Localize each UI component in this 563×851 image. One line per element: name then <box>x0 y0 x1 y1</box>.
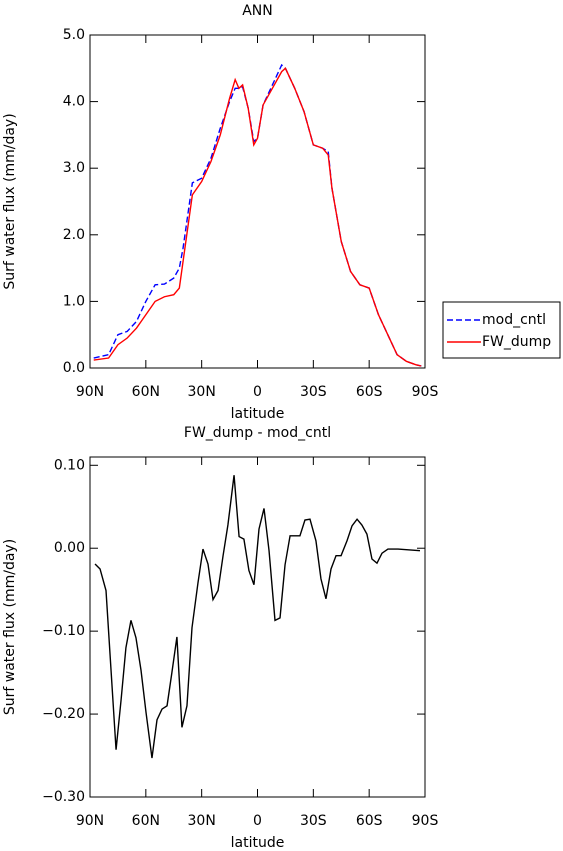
x-tick-label: 90N <box>76 384 104 400</box>
y-tick-label: −0.30 <box>42 789 85 805</box>
data-line <box>94 475 421 759</box>
x-tick-label: 30S <box>300 384 327 400</box>
x-tick-label: 0 <box>253 813 262 829</box>
y-tick-label: 5.0 <box>63 27 85 43</box>
x-tick-label: 30N <box>188 384 216 400</box>
plot-frame <box>89 456 426 798</box>
legend-label: mod_cntl <box>482 312 546 328</box>
y-tick-label: 3.0 <box>63 160 85 176</box>
chart-title: ANN <box>242 3 273 19</box>
y-axis-label: Surf water flux (mm/day) <box>2 539 18 715</box>
data-line <box>93 67 422 367</box>
y-tick-label: −0.20 <box>42 706 85 722</box>
x-tick-label: 60N <box>132 813 160 829</box>
plot-frame <box>89 34 426 369</box>
y-tick-label: 1.0 <box>63 293 85 309</box>
y-tick-label: 0.10 <box>54 457 85 473</box>
x-tick-label: 90N <box>76 813 104 829</box>
legend-label: FW_dump <box>482 334 551 350</box>
x-axis-label: latitude <box>231 835 285 851</box>
data-line <box>93 63 422 367</box>
y-tick-label: −0.10 <box>42 623 85 639</box>
x-tick-label: 90S <box>412 384 439 400</box>
x-tick-label: 60S <box>356 384 383 400</box>
y-tick-label: 2.0 <box>63 227 85 243</box>
x-tick-label: 30S <box>300 813 327 829</box>
legend-box <box>442 301 561 359</box>
y-tick-label: 4.0 <box>63 94 85 110</box>
chart-title: FW_dump - mod_cntl <box>184 425 331 441</box>
x-tick-label: 30N <box>188 813 216 829</box>
x-axis-label: latitude <box>231 406 285 422</box>
y-tick-label: 0.0 <box>63 360 85 376</box>
x-tick-label: 60N <box>132 384 160 400</box>
y-axis-label: Surf water flux (mm/day) <box>2 113 18 289</box>
x-tick-label: 0 <box>253 384 262 400</box>
y-tick-label: 0.00 <box>54 540 85 556</box>
x-tick-label: 90S <box>412 813 439 829</box>
x-tick-label: 60S <box>356 813 383 829</box>
